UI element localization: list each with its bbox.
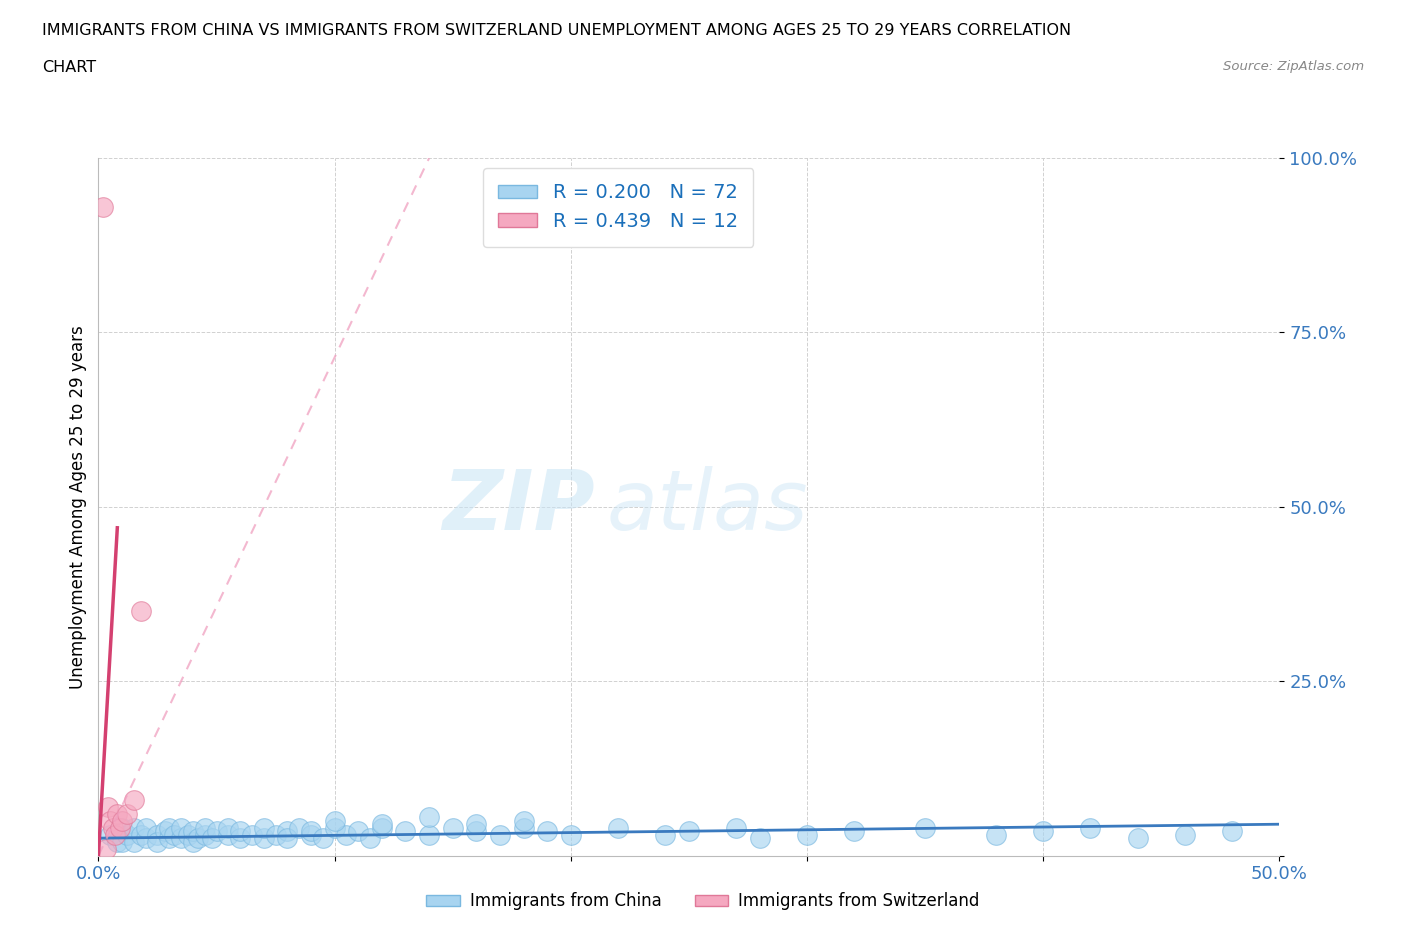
Point [157,820,180,835]
Point [512,813,534,829]
Point [104,828,127,843]
Point [177,828,200,843]
Point [217,820,239,835]
Point [312,830,335,845]
Point [187,830,209,845]
Point [98,813,121,829]
Point [441,820,464,835]
Point [465,824,488,839]
Point [91,200,114,215]
Point [560,828,582,843]
Point [725,820,748,835]
Point [418,810,440,825]
Point [359,830,381,845]
Point [181,834,204,849]
Point [253,830,276,845]
Point [229,824,252,839]
Point [122,834,145,849]
Point [1080,820,1102,835]
Point [122,820,145,835]
Point [163,828,186,843]
Point [276,824,298,839]
Point [748,830,770,845]
Point [217,828,239,843]
Point [335,828,357,843]
Point [418,828,440,843]
Point [371,817,394,831]
Point [135,820,157,835]
Point [264,828,287,843]
Point [288,820,311,835]
Point [323,813,346,829]
Point [1174,828,1197,843]
Point [201,830,224,845]
Point [299,824,322,839]
Point [170,830,193,845]
Text: atlas: atlas [606,466,808,548]
Point [105,806,128,821]
Point [323,820,346,835]
Point [607,820,630,835]
Point [1032,824,1054,839]
Point [276,830,298,845]
Point [299,828,322,843]
Point [240,828,263,843]
Point [122,792,145,807]
Point [157,830,180,845]
Point [678,824,700,839]
Point [205,824,228,839]
Point [984,828,1007,843]
Point [170,820,193,835]
Point [97,799,120,815]
Legend: Immigrants from China, Immigrants from Switzerland: Immigrants from China, Immigrants from S… [420,885,986,917]
Legend: R = 0.200   N = 72, R = 0.439   N = 12: R = 0.200 N = 72, R = 0.439 N = 12 [482,167,754,246]
Text: IMMIGRANTS FROM CHINA VS IMMIGRANTS FROM SWITZERLAND UNEMPLOYMENT AMONG AGES 25 : IMMIGRANTS FROM CHINA VS IMMIGRANTS FROM… [42,23,1071,38]
Point [1126,830,1149,845]
Point [129,604,152,619]
Point [371,820,394,835]
Point [108,820,131,835]
Point [394,824,416,839]
Point [465,817,488,831]
Point [115,806,138,821]
Point [111,813,134,829]
Point [229,830,252,845]
Point [194,820,217,835]
Point [101,820,124,835]
Point [111,834,134,849]
Text: Source: ZipAtlas.com: Source: ZipAtlas.com [1223,60,1364,73]
Point [153,824,176,839]
Point [135,830,157,845]
Text: ZIP: ZIP [441,466,595,548]
Point [98,828,121,843]
Point [105,834,128,849]
Point [146,834,169,849]
Point [796,828,818,843]
Point [115,828,138,843]
Y-axis label: Unemployment Among Ages 25 to 29 years: Unemployment Among Ages 25 to 29 years [69,325,87,689]
Point [94,842,117,856]
Point [146,828,169,843]
Point [347,824,370,839]
Point [253,820,276,835]
Point [129,828,152,843]
Point [489,828,512,843]
Point [194,828,217,843]
Point [181,824,204,839]
Point [654,828,676,843]
Point [844,824,866,839]
Point [512,820,534,835]
Text: CHART: CHART [42,60,96,75]
Point [914,820,936,835]
Point [536,824,558,839]
Point [1220,824,1243,839]
Point [111,820,134,835]
